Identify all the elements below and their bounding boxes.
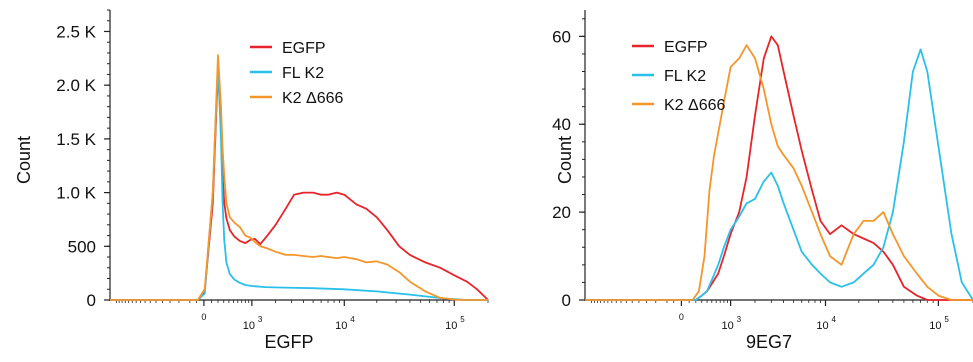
x-tick-label: 10 [816,320,828,332]
x-axis-label: EGFP [264,332,313,352]
series-line-fl-k2 [585,48,973,301]
y-tick-label: 0 [562,291,571,310]
series-line-k2-666 [110,54,488,301]
y-tick-label: 40 [552,115,571,134]
y-tick-label: 2.5 K [56,22,96,41]
y-tick-label: 60 [552,27,571,46]
legend-label: EGFP [282,40,326,57]
x-tick-label: 10 [721,320,733,332]
series-line-k2-666 [585,44,973,301]
x-tick-label: 10 [243,320,255,332]
x-tick-label: 0 [201,312,206,322]
y-axis-label: Count [555,136,575,184]
legend-label: K2 Δ666 [664,97,726,114]
y-axis-label: Count [14,136,34,184]
legend-label: FL K2 [282,65,324,82]
x-axis-label: 9EG7 [746,332,792,352]
y-tick-label: 1.0 K [56,184,96,203]
y-tick-label: 2.0 K [56,76,96,95]
x-tick-exponent: 3 [258,315,263,324]
x-tick-exponent: 5 [944,315,949,324]
x-tick-label: 10 [335,320,347,332]
series-line-egfp [585,35,973,301]
x-tick-label: 10 [929,320,941,332]
legend-label: EGFP [664,39,708,56]
legend-label: FL K2 [664,68,706,85]
y-tick-label: 0 [87,291,96,310]
x-tick-exponent: 4 [831,315,836,324]
y-tick-label: 20 [552,203,571,222]
x-tick-exponent: 4 [350,315,355,324]
x-tick-label: 0 [679,312,684,322]
y-tick-label: 1.5 K [56,130,96,149]
x-tick-exponent: 5 [460,315,465,324]
x-tick-label: 10 [445,320,457,332]
y-tick-label: 500 [68,237,96,256]
legend-label: K2 Δ666 [282,90,344,107]
x-tick-exponent: 3 [737,315,742,324]
